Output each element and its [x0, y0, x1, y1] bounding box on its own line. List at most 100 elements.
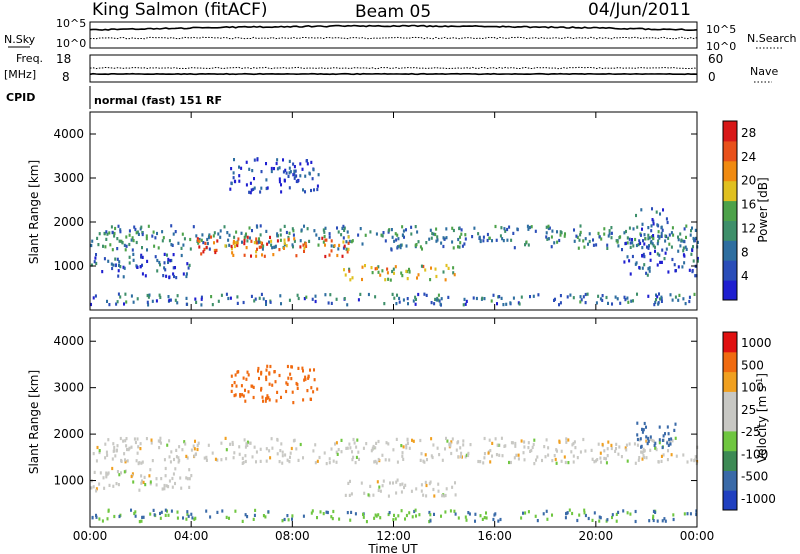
scatter-cell	[123, 470, 126, 474]
scatter-cell	[611, 302, 614, 306]
colorbar-swatch	[723, 180, 737, 202]
scatter-cell	[119, 295, 122, 299]
scatter-cell	[235, 384, 238, 388]
scatter-cell	[388, 458, 391, 462]
scatter-cell	[186, 512, 189, 516]
scatter-cell	[112, 263, 115, 267]
scatter-cell	[182, 516, 185, 520]
scatter-cell	[582, 295, 585, 299]
scatter-cell	[93, 470, 96, 474]
scatter-cell	[553, 241, 556, 245]
scatter-cell	[208, 247, 211, 251]
scatter-cell	[252, 385, 255, 389]
scatter-cell	[630, 299, 633, 303]
scatter-cell	[564, 460, 567, 465]
colorbar-tick-label: -25	[741, 425, 761, 439]
scatter-cell	[543, 445, 546, 449]
scatter-cell	[689, 512, 692, 516]
scatter-cell	[174, 467, 177, 471]
scatter-cell	[210, 295, 213, 299]
colorbar-swatch	[723, 240, 737, 261]
scatter-cell	[134, 514, 137, 518]
scatter-cell	[556, 230, 559, 234]
noise-right-top: 10^5	[706, 23, 736, 36]
scatter-cell	[168, 239, 171, 243]
scatter-cell	[399, 246, 402, 250]
scatter-cell	[183, 440, 186, 444]
scatter-cell	[269, 300, 272, 304]
scatter-cell	[402, 445, 405, 449]
scatter-cell	[401, 482, 404, 486]
scatter-cell	[349, 278, 352, 282]
scatter-cell	[674, 269, 677, 273]
scatter-cell	[292, 233, 295, 237]
power-y-axis-label: Slant Range [km]	[27, 160, 41, 264]
scatter-cell	[116, 444, 119, 448]
scatter-cell	[536, 455, 539, 459]
scatter-cell	[186, 510, 189, 514]
scatter-cell	[255, 239, 258, 243]
scatter-cell	[498, 453, 501, 457]
colorbar-tick-label: 20	[741, 174, 756, 188]
scatter-cell	[234, 180, 237, 184]
scatter-cell	[162, 274, 165, 278]
scatter-cell	[255, 450, 258, 454]
scatter-cell	[660, 260, 663, 264]
scatter-cell	[419, 438, 422, 443]
colorbar-swatch	[723, 490, 737, 511]
scatter-cell	[248, 167, 251, 171]
scatter-cell	[601, 298, 604, 302]
scatter-cell	[106, 299, 109, 303]
scatter-cell	[424, 480, 427, 484]
scatter-cell	[348, 239, 351, 243]
scatter-cell	[168, 276, 171, 280]
scatter-cell	[615, 512, 618, 516]
scatter-cell	[284, 168, 287, 172]
scatter-cell	[258, 376, 261, 381]
colorbar-frame	[722, 120, 738, 301]
scatter-cell	[344, 273, 347, 277]
scatter-cell	[317, 173, 320, 177]
scatter-cell	[547, 226, 550, 231]
scatter-cell	[452, 266, 455, 270]
scatter-cell	[391, 235, 394, 239]
scatter-cell	[156, 269, 159, 273]
scatter-cell	[627, 300, 630, 304]
scatter-cell	[145, 437, 148, 441]
scatter-cell	[130, 474, 133, 479]
scatter-cell	[342, 246, 345, 250]
scatter-cell	[185, 476, 188, 480]
scatter-cell	[95, 253, 98, 257]
scatter-cell	[451, 485, 454, 489]
scatter-cell	[239, 393, 242, 397]
scatter-cell	[294, 174, 297, 178]
scatter-cell	[477, 232, 480, 236]
scatter-cell	[639, 437, 642, 441]
scatter-cell	[693, 458, 696, 462]
scatter-cell	[454, 481, 457, 485]
scatter-cell	[233, 235, 236, 239]
scatter-cell	[479, 514, 482, 518]
scatter-cell	[367, 292, 370, 297]
scatter-cell	[213, 231, 216, 235]
scatter-cell	[387, 494, 390, 498]
station-title: King Salmon (fitACF)	[92, 0, 268, 20]
scatter-cell	[623, 231, 626, 235]
scatter-cell	[224, 244, 227, 248]
scatter-cell	[245, 246, 248, 250]
scatter-cell	[115, 302, 118, 306]
scatter-cell	[640, 450, 643, 454]
scatter-cell	[105, 230, 108, 234]
scatter-cell	[371, 271, 374, 275]
scatter-cell	[303, 224, 306, 228]
scatter-cell	[483, 297, 486, 301]
scatter-cell	[310, 188, 313, 193]
scatter-cell	[286, 364, 289, 369]
scatter-cell	[248, 190, 251, 194]
scatter-cell	[95, 261, 98, 266]
scatter-cell	[563, 455, 566, 459]
scatter-cell	[268, 449, 271, 453]
scatter-cell	[316, 459, 319, 463]
scatter-cell	[468, 512, 471, 516]
